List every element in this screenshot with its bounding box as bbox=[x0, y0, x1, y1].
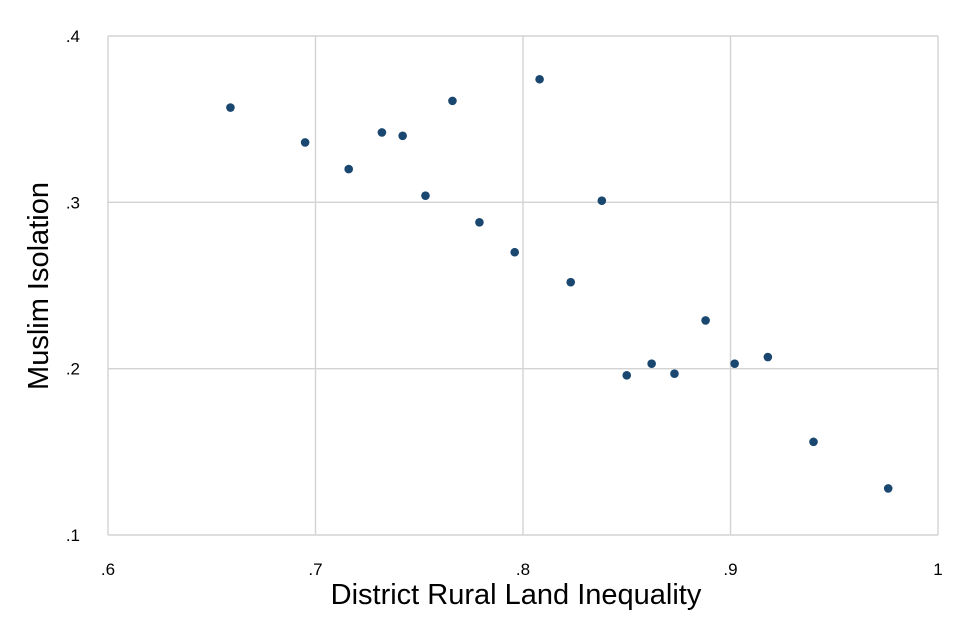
y-tick-label: .4 bbox=[66, 27, 80, 46]
x-tick-label: .7 bbox=[308, 560, 322, 579]
x-tick-label: .9 bbox=[723, 560, 737, 579]
x-axis-title: District Rural Land Inequality bbox=[331, 579, 702, 611]
data-point bbox=[597, 196, 607, 205]
tick-labels: .6 .7 .8 .9 1 .1 .2 .3 .4 bbox=[66, 27, 943, 579]
y-tick-label: .1 bbox=[66, 526, 80, 545]
data-point bbox=[344, 164, 354, 174]
data-point bbox=[670, 369, 679, 378]
x-tick-label: 1 bbox=[933, 560, 942, 579]
data-point bbox=[763, 352, 773, 362]
data-point bbox=[421, 191, 430, 200]
data-point bbox=[883, 484, 893, 493]
data-point bbox=[510, 247, 519, 257]
data-points bbox=[226, 74, 893, 493]
y-tick-label: .3 bbox=[66, 193, 80, 212]
data-point bbox=[701, 316, 710, 325]
data-point bbox=[300, 138, 310, 147]
data-point bbox=[566, 277, 576, 287]
data-point bbox=[226, 103, 235, 112]
data-point bbox=[730, 359, 739, 368]
grid-lines bbox=[107, 35, 939, 536]
data-point bbox=[398, 131, 407, 141]
data-point bbox=[622, 371, 632, 380]
data-point bbox=[377, 128, 387, 137]
data-point bbox=[809, 437, 818, 447]
data-point bbox=[448, 96, 457, 106]
y-axis-title: Muslim Isolation bbox=[23, 182, 55, 390]
x-tick-label: .8 bbox=[516, 560, 530, 579]
data-point bbox=[475, 217, 484, 227]
x-tick-label: .6 bbox=[101, 560, 115, 579]
y-tick-label: .2 bbox=[66, 360, 80, 379]
data-point bbox=[647, 359, 656, 368]
data-point bbox=[535, 74, 544, 84]
